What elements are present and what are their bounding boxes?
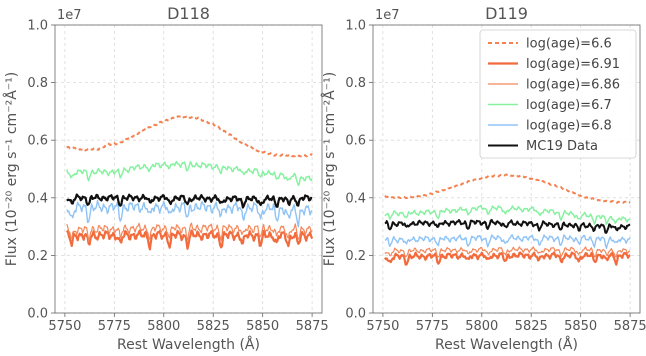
series-line-1 [66,115,313,158]
series-line-6 [384,218,631,234]
series-line-2 [65,229,314,251]
chart-panel-d118: 5750 5775 5800 5825 5850 5875 0.0 0.2 0.4 0.6 0.8 1… [3,4,329,353]
x-axis-label: Rest Wavelength (Å) [117,336,260,353]
legend-label: log(age)=6.8 [526,119,612,134]
chart-panel-d119: 5750 5775 5800 5825 5850 5875 0.0 0.2 0.4 0.6 0.8 1… [321,4,646,353]
series-line-3 [384,246,631,258]
y-tick-label: 0.2 [27,249,48,264]
plot-frame [54,24,323,314]
x-tick-label: 5800 [465,319,498,334]
y-tick-label: 0.4 [27,191,48,206]
x-tick-label: 5750 [48,319,81,334]
x-tick-label: 5825 [197,319,230,334]
plot-frame [372,24,641,314]
y-tick-label: 1.0 [345,19,366,34]
series-line-3 [66,222,313,242]
y-tick-label: 0.2 [345,249,366,264]
x-tick-label: 5875 [296,319,329,334]
y-tick-label: 0.6 [345,134,366,149]
y-multiplier-label: 1e7 [57,8,82,23]
legend: log(age)=6.6 log(age)=6.91 log(age)=6.86 lo… [479,29,637,159]
x-tick-label: 5775 [98,319,131,334]
panel-title: D119 [485,4,528,23]
x-tick-label: 5825 [515,319,548,334]
series-line-2 [384,251,631,266]
x-tick-label: 5850 [246,319,279,334]
y-tick-label: 1.0 [27,19,48,34]
series-line-5 [66,199,313,228]
y-tick-label: 0.6 [27,134,48,149]
series-line-5 [384,234,631,249]
y-axis-label: Flux (10⁻²⁰ erg s⁻¹ cm⁻²Å⁻¹) [321,72,338,266]
x-tick-label: 5750 [366,319,399,334]
y-multiplier-label: 1e7 [375,8,400,23]
legend-label: MC19 Data [526,139,598,154]
legend-box [479,29,637,159]
x-axis-label: Rest Wavelength (Å) [435,336,578,353]
series-line-4 [384,204,631,225]
y-tick-label: 0.8 [27,76,48,91]
legend-label: log(age)=6.86 [526,78,620,93]
series-line-1 [384,173,631,204]
x-tick-label: 5800 [147,319,180,334]
legend-label: log(age)=6.6 [526,37,612,52]
series-line-4 [66,160,313,187]
legend-label: log(age)=6.91 [526,57,620,72]
y-tick-label: 0.8 [345,76,366,91]
y-axis-label: Flux (10⁻²⁰ erg s⁻¹ cm⁻²Å⁻¹) [3,72,20,266]
x-tick-label: 5875 [614,319,646,334]
x-tick-label: 5850 [564,319,597,334]
x-tick-label: 5775 [416,319,449,334]
y-tick-label: 0.0 [27,307,48,322]
y-tick-label: 0.0 [345,307,366,322]
y-tick-label: 0.4 [345,191,366,206]
panel-title: D118 [167,4,210,23]
legend-label: log(age)=6.7 [526,98,612,113]
series-line-6 [66,193,313,209]
